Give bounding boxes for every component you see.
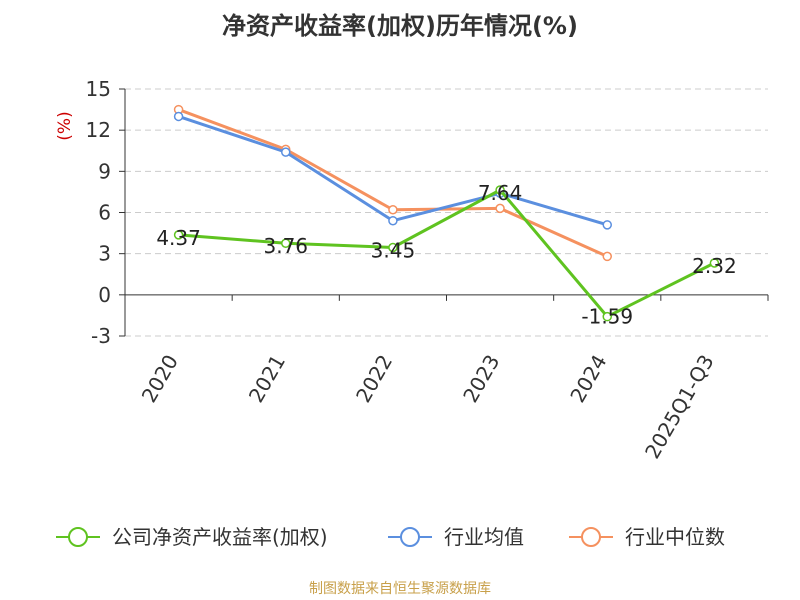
data-point [388, 215, 398, 226]
legend-label: 公司净资产收益率(加权) [112, 525, 328, 549]
series-line [178, 188, 716, 319]
y-tick-label: 15 [86, 77, 111, 101]
grid-lines [125, 88, 768, 337]
y-axis-unit-label: (%) [55, 111, 75, 140]
series-line [178, 108, 608, 258]
x-tick-label: 2024 [565, 351, 611, 407]
data-label: 7.64 [478, 181, 523, 205]
y-tick-label: 3 [98, 242, 111, 266]
data-point [602, 251, 612, 262]
data-point [602, 220, 612, 230]
data-point [388, 205, 398, 215]
data-label: 2.32 [692, 254, 737, 278]
legend-swatch-marker [68, 527, 88, 547]
data-point [495, 185, 505, 195]
data-point [388, 242, 398, 253]
legend-label: 行业中位数 [625, 525, 725, 549]
series-lines [173, 104, 720, 322]
data-point [495, 203, 505, 214]
legend-item: 行业中位数 [569, 525, 725, 549]
x-tick-label: 2020 [137, 351, 183, 407]
x-tick-label: 2025Q1-Q3 [640, 351, 719, 463]
legend: 公司净资产收益率(加权) 行业均值 行业中位数 [56, 525, 725, 549]
data-label: 3.76 [263, 234, 308, 258]
data-point [281, 147, 291, 157]
legend-item: 公司净资产收益率(加权) [56, 525, 328, 549]
source-footer: 制图数据来自恒生聚源数据库 [309, 581, 491, 597]
data-point [173, 111, 184, 122]
data-point [709, 258, 720, 268]
legend-label: 行业均值 [444, 525, 524, 549]
x-tick-label: 2021 [244, 351, 290, 407]
data-labels: 4.37 3.76 3.45 7.64 -1.59 2.32 [156, 181, 736, 329]
data-label: -1.59 [581, 305, 633, 329]
legend-item: 行业均值 [388, 525, 524, 549]
data-point [281, 238, 291, 248]
y-tick-label: 6 [98, 201, 111, 225]
x-tick-label: 2022 [351, 351, 397, 407]
data-label: 4.37 [156, 226, 201, 250]
y-tick-label: 9 [98, 159, 111, 183]
y-tick-label: -3 [91, 324, 111, 348]
data-point [602, 311, 612, 322]
legend-swatch-marker [581, 527, 601, 547]
chart-title: 净资产收益率(加权)历年情况(%) [222, 12, 578, 40]
axes: -3 0 3 6 9 12 15 (%) 2020 2021 2022 2023 2024 2025Q1-… [55, 77, 769, 463]
y-tick-label: 0 [98, 283, 111, 307]
data-label: 3.45 [371, 238, 416, 262]
y-tick-label: 12 [86, 118, 111, 142]
x-tick-label: 2023 [458, 351, 504, 407]
legend-swatch-marker [400, 527, 420, 547]
data-point [173, 230, 184, 240]
